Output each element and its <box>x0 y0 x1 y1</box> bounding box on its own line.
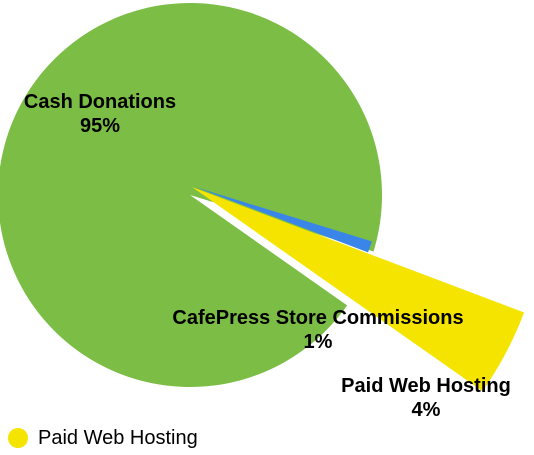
slice-percent-cafepress: 1% <box>303 331 333 353</box>
slice-label-cash-donations: Cash Donations 95% <box>0 90 200 138</box>
legend-swatch-paid-web-hosting <box>8 428 28 448</box>
slice-label-paid-web-hosting: Paid Web Hosting 4% <box>316 374 534 422</box>
slice-name-cash-donations: Cash Donations <box>23 91 177 113</box>
legend-label-paid-web-hosting: Paid Web Hosting <box>38 426 198 449</box>
slice-name-cafepress: CafePress Store Commissions <box>172 307 464 329</box>
pie-slice-cash-donations <box>0 3 383 387</box>
slice-name-paid-web-hosting: Paid Web Hosting <box>341 375 511 397</box>
pie-slice-paid-web-hosting <box>192 187 525 392</box>
pie-slice-cafepress-store-commissions <box>195 187 372 253</box>
slice-percent-cash-donations: 95% <box>79 115 121 137</box>
slice-percent-paid-web-hosting: 4% <box>411 399 441 421</box>
legend-entry-paid-web-hosting: Paid Web Hosting <box>0 421 198 455</box>
slice-label-cafepress: CafePress Store Commissions 1% <box>118 306 518 354</box>
